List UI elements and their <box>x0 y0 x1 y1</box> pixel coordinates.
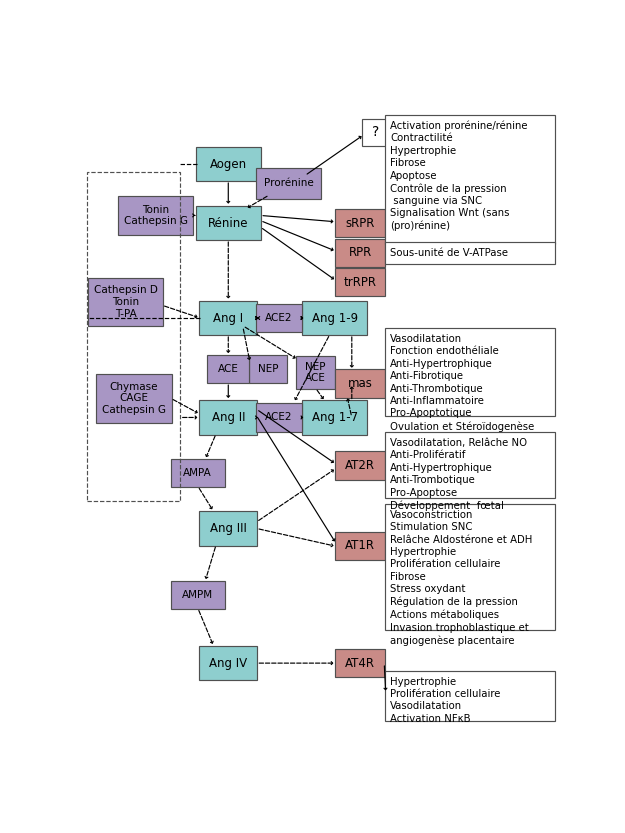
FancyBboxPatch shape <box>199 301 257 336</box>
Text: mas: mas <box>348 377 372 390</box>
Text: Chymase
CAGE
Cathepsin G: Chymase CAGE Cathepsin G <box>102 382 166 415</box>
FancyBboxPatch shape <box>336 531 385 560</box>
Text: ACE2: ACE2 <box>266 313 293 323</box>
FancyBboxPatch shape <box>385 242 555 264</box>
FancyBboxPatch shape <box>199 646 257 681</box>
FancyBboxPatch shape <box>362 118 390 146</box>
Text: Ang 1-7: Ang 1-7 <box>312 411 358 424</box>
Text: ACE2: ACE2 <box>266 412 293 422</box>
FancyBboxPatch shape <box>336 369 385 397</box>
FancyBboxPatch shape <box>199 511 257 546</box>
FancyBboxPatch shape <box>302 301 368 336</box>
Text: Vasodilatation
Fonction endothéliale
Anti-Hypertrophique
Anti-Fibrotique
Anti-Th: Vasodilatation Fonction endothéliale Ant… <box>390 334 534 431</box>
FancyBboxPatch shape <box>385 432 555 497</box>
Text: Aogen: Aogen <box>210 157 247 171</box>
FancyBboxPatch shape <box>96 374 172 422</box>
Text: Vasodilatation, Relâche NO
Anti-Prolifératif
Anti-Hypertrophique
Anti-Trombotiqu: Vasodilatation, Relâche NO Anti-Prolifér… <box>390 438 528 511</box>
Text: Activation prorénine/rénine
Contractilité
Hypertrophie
Fibrose
Apoptose
Contrôle: Activation prorénine/rénine Contractilit… <box>390 121 528 232</box>
Text: Cathepsin D
Tonin
T-PA: Cathepsin D Tonin T-PA <box>94 286 158 318</box>
Text: AMPA: AMPA <box>183 468 212 478</box>
Text: Ang II: Ang II <box>211 411 245 424</box>
FancyBboxPatch shape <box>118 196 193 235</box>
FancyBboxPatch shape <box>385 115 555 243</box>
Text: Ang III: Ang III <box>210 522 247 535</box>
Text: Ang 1-9: Ang 1-9 <box>312 312 358 325</box>
Text: RPR: RPR <box>348 246 372 259</box>
Text: Hypertrophie
Prolifération cellulaire
Vasodilatation
Activation NFκB: Hypertrophie Prolifération cellulaire Va… <box>390 676 501 724</box>
Text: AT2R: AT2R <box>345 459 375 472</box>
Text: Sous-unité de V-ATPase: Sous-unité de V-ATPase <box>390 248 508 258</box>
FancyBboxPatch shape <box>296 356 335 389</box>
FancyBboxPatch shape <box>196 206 261 241</box>
FancyBboxPatch shape <box>302 400 368 435</box>
FancyBboxPatch shape <box>249 355 288 383</box>
FancyBboxPatch shape <box>336 209 385 237</box>
Text: Tonin
Cathepsin G: Tonin Cathepsin G <box>124 205 188 227</box>
Text: Prorénine: Prorénine <box>264 178 314 188</box>
Text: trRPR: trRPR <box>344 276 376 288</box>
FancyBboxPatch shape <box>336 268 385 297</box>
FancyBboxPatch shape <box>256 168 321 199</box>
FancyBboxPatch shape <box>256 403 302 431</box>
Text: sRPR: sRPR <box>346 217 375 230</box>
Text: Vasoconstriction
Stimulation SNC
Relâche Aldostérone et ADH
Hypertrophie
Prolifé: Vasoconstriction Stimulation SNC Relâche… <box>390 510 532 646</box>
Text: Rénine: Rénine <box>208 217 249 230</box>
FancyBboxPatch shape <box>256 304 302 332</box>
FancyBboxPatch shape <box>336 238 385 267</box>
FancyBboxPatch shape <box>171 581 225 609</box>
Text: NEP
ACE: NEP ACE <box>305 362 326 383</box>
Text: NEP: NEP <box>258 364 278 374</box>
Text: AMPM: AMPM <box>182 590 213 600</box>
FancyBboxPatch shape <box>385 328 555 416</box>
Text: Ang I: Ang I <box>213 312 243 325</box>
Bar <box>87 172 180 501</box>
Text: ACE: ACE <box>218 364 239 374</box>
FancyBboxPatch shape <box>196 147 261 182</box>
FancyBboxPatch shape <box>336 451 385 480</box>
FancyBboxPatch shape <box>385 671 555 721</box>
Text: AT1R: AT1R <box>345 539 375 552</box>
FancyBboxPatch shape <box>208 355 249 383</box>
FancyBboxPatch shape <box>199 400 257 435</box>
FancyBboxPatch shape <box>336 649 385 677</box>
Text: Ang IV: Ang IV <box>209 656 248 670</box>
Text: ?: ? <box>372 125 379 139</box>
Text: AT4R: AT4R <box>345 656 375 670</box>
FancyBboxPatch shape <box>88 277 163 327</box>
FancyBboxPatch shape <box>171 459 225 487</box>
FancyBboxPatch shape <box>385 504 555 630</box>
